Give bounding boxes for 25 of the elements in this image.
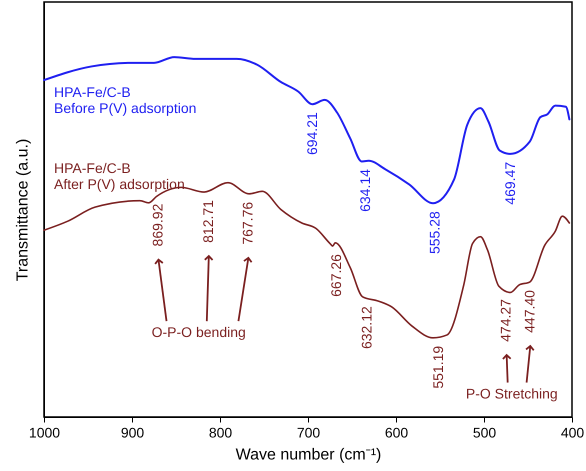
x-tick-label: 800 [208,424,232,440]
series-label: HPA-Fe/C-B After P(V) adsorption [54,160,185,192]
annotation: 869.92 [149,203,166,246]
annotation: 634.14 [356,168,373,212]
x-tick-label: 500 [472,424,496,440]
x-tick-label: 1000 [28,424,60,440]
annotation: 469.47 [502,162,518,205]
x-tick-label: 700 [296,424,320,440]
annotation: 555.28 [426,210,442,254]
annotation: 551.19 [430,346,446,389]
annotation: 694.21 [304,112,320,156]
series-label: HPA-Fe/C-B Before P(V) adsorption [54,84,196,116]
annotation: 812.71 [200,200,216,243]
annotation: 632.12 [358,306,375,350]
y-axis-title: Transmittance (a.u.) [14,138,32,282]
x-tick-label: 900 [120,424,144,440]
annotation: P-O Stretching [466,386,558,402]
annotation: 447.40 [521,290,538,333]
x-tick-label: 400 [560,424,584,440]
annotation: O-P-O bending [152,324,246,340]
annotation: 767.76 [239,202,256,245]
annotation: 474.27 [498,298,514,342]
x-axis-title: Wave number (cm⁻¹) [236,446,382,464]
annotation: 667.26 [328,254,344,297]
x-tick-label: 600 [384,424,408,440]
